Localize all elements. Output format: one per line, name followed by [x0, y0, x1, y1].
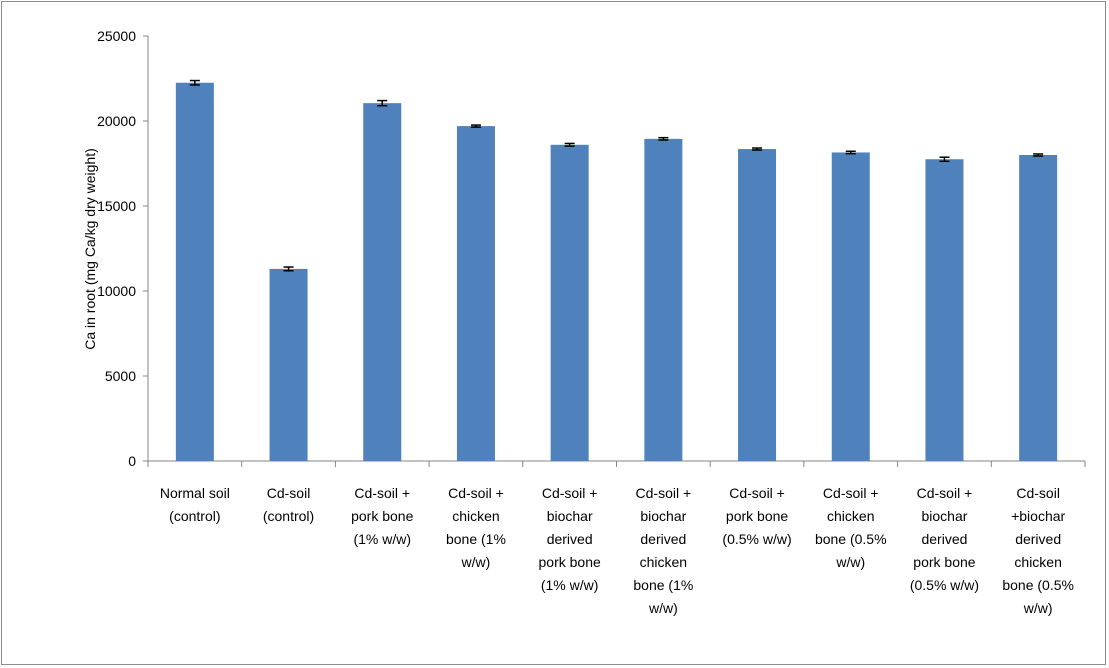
x-category-label: Cd-soil + chicken bone (1% w/w): [446, 485, 506, 570]
x-category-label-line: chicken: [640, 554, 687, 570]
x-category-label: Normal soil (control): [160, 485, 230, 524]
x-category-label-line: (1% w/w): [541, 577, 599, 593]
y-tick-label: 25000: [97, 28, 136, 44]
x-category-label: Cd-soil + chicken bone (0.5% w/w): [815, 485, 887, 570]
y-axis-title: Ca in root (mg Ca/kg dry weight): [82, 148, 98, 350]
x-category-label-line: derived: [921, 531, 967, 547]
x-category-label-line: Cd-soil +: [823, 485, 879, 501]
x-category-label-line: Cd-soil +: [636, 485, 692, 501]
x-category-label-line: Cd-soil +: [448, 485, 504, 501]
x-category-label-line: pork bone: [913, 554, 975, 570]
bar: [831, 152, 870, 461]
x-category-label-line: Cd-soil +: [542, 485, 598, 501]
y-axis-title-group: Ca in root (mg Ca/kg dry weight): [82, 148, 98, 350]
x-category-label-line: Cd-soil: [267, 485, 311, 501]
bar: [550, 144, 589, 462]
x-category-label-line: w/w): [648, 600, 678, 616]
x-category-label: Cd-soil (control): [263, 485, 314, 524]
x-category-label-line: derived: [547, 531, 593, 547]
y-tick-label: 5000: [105, 368, 136, 384]
y-tick-label: 10000: [97, 283, 136, 299]
x-category-label-line: +biochar: [1011, 508, 1065, 524]
x-category-label-line: w/w): [835, 554, 865, 570]
x-category-label-line: (control): [263, 508, 314, 524]
bar: [269, 268, 308, 461]
x-category-label-line: bone (1%: [446, 531, 506, 547]
bar: [925, 159, 964, 461]
bar: [363, 103, 402, 462]
x-category-label-line: (control): [169, 508, 220, 524]
x-category-label-line: chicken: [1014, 554, 1061, 570]
x-category-label-line: (1% w/w): [353, 531, 411, 547]
x-category-label: Cd-soil + pork bone (0.5% w/w): [722, 485, 791, 547]
bars: [175, 82, 1058, 462]
bar: [1019, 155, 1058, 461]
x-category-label-line: bone (1%: [633, 577, 693, 593]
x-category-label-line: Cd-soil: [1016, 485, 1060, 501]
y-tick-labels: 0 5000 10000 15000 20000 25000: [97, 28, 136, 469]
x-category-label-line: bone (0.5%: [1002, 577, 1074, 593]
x-category-label: Cd-soil + biochar derived pork bone (1% w/w): [539, 485, 601, 593]
x-category-label-line: biochar: [547, 508, 593, 524]
x-category-label-line: bone (0.5%: [815, 531, 887, 547]
x-category-label-line: Normal soil: [160, 485, 230, 501]
bar: [175, 82, 214, 461]
x-category-label: Cd-soil + biochar derived pork bone (0.5% w/…: [910, 485, 979, 593]
error-bars: [189, 79, 1044, 272]
x-category-label-line: biochar: [640, 508, 686, 524]
x-category-label-line: Cd-soil +: [354, 485, 410, 501]
x-category-label-line: Cd-soil +: [917, 485, 973, 501]
x-category-label-line: derived: [640, 531, 686, 547]
x-category-labels: Normal soil (control)Cd-soil (control)Cd-s…: [160, 485, 1074, 616]
y-tick-label: 0: [128, 453, 136, 469]
bar: [738, 149, 777, 462]
bar: [456, 126, 495, 461]
x-category-label-line: biochar: [921, 508, 967, 524]
x-category-label: Cd-soil + pork bone (1% w/w): [351, 485, 413, 547]
bar: [644, 138, 683, 461]
y-tick-label: 20000: [97, 113, 136, 129]
x-category-label-line: pork bone: [539, 554, 601, 570]
x-category-label-line: (0.5% w/w): [910, 577, 979, 593]
x-category-label-line: pork bone: [726, 508, 788, 524]
x-category-label-line: pork bone: [351, 508, 413, 524]
x-category-label-line: chicken: [827, 508, 874, 524]
x-category-label-line: w/w): [1023, 600, 1053, 616]
x-category-label-line: (0.5% w/w): [722, 531, 791, 547]
x-category-label-line: chicken: [452, 508, 499, 524]
x-category-label-line: derived: [1015, 531, 1061, 547]
x-category-label: Cd-soil + biochar derived chicken bone (1% w/…: [633, 485, 693, 616]
x-category-label-line: Cd-soil +: [729, 485, 785, 501]
x-category-label-line: w/w): [461, 554, 491, 570]
y-tick-label: 15000: [97, 198, 136, 214]
x-category-label: Cd-soil +biochar derived chicken bone (0.5% w…: [1002, 485, 1074, 616]
